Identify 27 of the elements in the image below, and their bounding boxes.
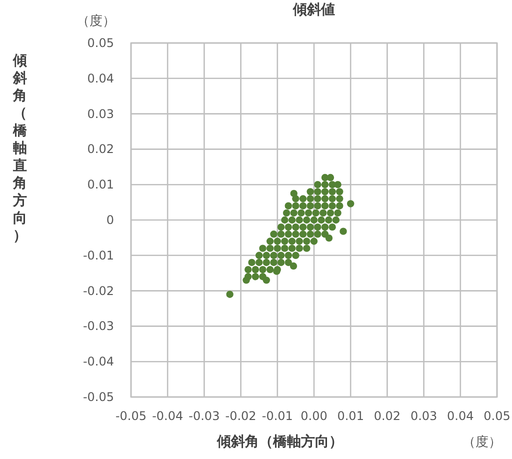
y-tick-label: -0.01 <box>82 248 114 262</box>
y-tick-label: 0.05 <box>87 36 114 50</box>
text: （度） <box>76 13 116 29</box>
y-tick-label: 0.02 <box>87 142 114 156</box>
y-tick-label: 0 <box>106 213 114 227</box>
x-tick-label: 0.00 <box>300 409 328 423</box>
x-tick-label: -0.01 <box>262 409 293 423</box>
y-tick-label: 0.03 <box>87 106 114 121</box>
y-tick-label: 0.01 <box>87 178 114 192</box>
x-tick-label: -0.04 <box>152 409 184 423</box>
chart-title: 傾斜値 <box>292 2 335 18</box>
text: 傾斜角（橋軸直角方向） <box>13 53 27 244</box>
x-tick-label: 0.04 <box>447 409 474 423</box>
x-tick-label: 0.02 <box>374 409 401 423</box>
x-tick-label: -0.03 <box>188 409 220 423</box>
x-tick-label: -0.02 <box>225 409 256 423</box>
y-tick-label: -0.02 <box>82 284 114 298</box>
x-tick-label: -0.05 <box>115 409 147 423</box>
x-tick-label: 0.05 <box>484 409 510 423</box>
x-tick-label: 0.01 <box>337 409 364 423</box>
x-tick-label: 0.03 <box>410 409 438 423</box>
x-axis-title: 傾斜角（橋軸方向） <box>216 433 343 450</box>
y-tick-label: -0.03 <box>82 319 114 334</box>
y-tick-label: -0.05 <box>82 390 114 404</box>
y-tick-label: -0.04 <box>82 354 114 369</box>
y-tick-label: 0.04 <box>87 71 114 86</box>
text: （度） <box>462 434 502 450</box>
